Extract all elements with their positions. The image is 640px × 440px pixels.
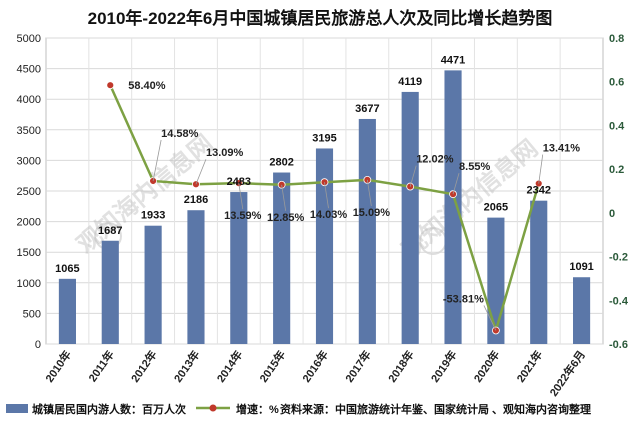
- growth-value-label: 14.58%: [161, 128, 199, 140]
- bar: [401, 91, 419, 344]
- growth-leader-line: [409, 165, 417, 187]
- bar-value-label: 2802: [269, 157, 293, 169]
- y2-tick-label: 0.8: [609, 33, 624, 45]
- bar-value-label: 2065: [484, 202, 508, 214]
- growth-value-label: 8.55%: [459, 161, 490, 173]
- bar-value-label: 4119: [398, 76, 422, 88]
- y-tick-label: 4000: [17, 94, 41, 106]
- growth-leader-line: [281, 184, 287, 211]
- legend-line-marker: [209, 404, 217, 412]
- growth-leader-line: [152, 139, 162, 182]
- bar: [530, 200, 548, 344]
- growth-leader-line: [195, 159, 207, 185]
- growth-value-label: 13.41%: [543, 143, 581, 155]
- x-tick-label: 2019年: [428, 348, 460, 385]
- x-tick-label: 2011年: [85, 348, 116, 385]
- bar: [444, 70, 462, 344]
- source-note: 资料来源：中国旅游统计年鉴、国家统计局 、观知海内咨询整理: [280, 402, 591, 416]
- growth-leader-line: [538, 154, 544, 184]
- bar: [58, 278, 76, 344]
- x-tick-label: 2016年: [299, 348, 331, 385]
- y2-tick-label: 0: [609, 208, 615, 220]
- bar: [101, 240, 119, 344]
- growth-value-label: 12.02%: [416, 154, 454, 166]
- growth-value-label: 15.09%: [353, 207, 391, 219]
- growth-leader-line: [366, 179, 372, 206]
- grid-layer: [45, 37, 604, 345]
- x-tick-label: 2018年: [385, 348, 417, 385]
- bar: [573, 277, 591, 344]
- y-tick-label: 1500: [17, 247, 41, 259]
- bar-value-label: 2342: [526, 185, 550, 197]
- growth-leader-line: [238, 183, 244, 210]
- y-tick-label: 4500: [17, 64, 41, 76]
- bar-value-label: 2186: [184, 194, 208, 206]
- x-tick-label: 2020年: [471, 348, 503, 385]
- x-tick-label: 2015年: [256, 348, 288, 385]
- y2-tick-label: -0.2: [609, 252, 628, 264]
- y2-tick-label: -0.6: [609, 339, 628, 351]
- legend-bar-swatch: [6, 404, 28, 413]
- y-tick-label: 2500: [17, 186, 41, 198]
- y-tick-label: 2000: [17, 217, 41, 229]
- growth-leader-line: [483, 305, 497, 331]
- growth-value-label: 13.09%: [206, 147, 244, 159]
- legend-line-label: 增速：%: [236, 402, 279, 416]
- bar-value-label: 2483: [227, 176, 251, 188]
- y-tick-label: 5000: [17, 33, 41, 45]
- bar: [187, 210, 205, 344]
- bar-value-label: 1933: [141, 210, 165, 222]
- y-tick-label: 1000: [17, 278, 41, 290]
- growth-leader-line: [452, 173, 460, 195]
- label-layer: 1065 1687 1933 2186 2483 2802 3195 3677 4119 4471…: [55, 54, 594, 331]
- growth-value-label: 12.85%: [267, 212, 305, 224]
- bar-value-label: 1091: [569, 261, 593, 273]
- watermark: 观知海内信息网 观知海内信息网: [72, 129, 544, 263]
- bar-value-label: 1065: [55, 263, 79, 275]
- y2-tick-label: -0.4: [609, 295, 629, 307]
- bar: [358, 118, 376, 345]
- x-tick-label: 2017年: [342, 348, 374, 385]
- growth-value-label: -53.81%: [443, 293, 484, 305]
- legend-bar-label: 城镇居民国内游人数：百万人次: [32, 402, 186, 416]
- bar-layer: [58, 70, 591, 345]
- y-tick-label: 500: [23, 308, 41, 320]
- x-tick-label: 2022年6月: [546, 348, 588, 399]
- growth-point: [106, 81, 115, 90]
- y2-tick-label: 0.2: [609, 164, 624, 176]
- bar-value-label: 3677: [355, 103, 379, 115]
- bar: [273, 172, 291, 344]
- x-tick-label: 2010年: [42, 348, 74, 385]
- y2-tick-label: 0.6: [609, 77, 624, 89]
- bar-value-label: 1687: [98, 225, 122, 237]
- growth-value-label: 58.40%: [128, 80, 166, 92]
- bar: [315, 148, 334, 344]
- growth-value-label: 14.03%: [310, 209, 348, 221]
- x-tick-label: 2013年: [171, 348, 203, 385]
- bar: [144, 225, 162, 344]
- bar: [487, 217, 505, 344]
- y2-tick-label: 0.4: [609, 120, 625, 132]
- y-tick-label: 3500: [17, 125, 41, 137]
- x-tick-label: 2021年: [513, 348, 545, 385]
- growth-leader-line: [324, 182, 329, 209]
- legend: 城镇居民国内游人数：百万人次 增速：% 资料来源：中国旅游统计年鉴、国家统计局 …: [6, 402, 591, 416]
- bar-value-label: 3195: [312, 132, 336, 144]
- bar-value-label: 4471: [441, 54, 465, 66]
- growth-value-label: 13.59%: [224, 210, 262, 222]
- x-tick-label: 2014年: [213, 348, 245, 385]
- x-tick-label: 2012年: [128, 348, 160, 385]
- chart-title: 2010年-2022年6月中国城镇居民旅游总人次及同比增长趋势图: [88, 8, 553, 28]
- y-tick-label: 3000: [17, 155, 41, 167]
- y-tick-label: 0: [35, 339, 41, 351]
- bar: [230, 192, 248, 344]
